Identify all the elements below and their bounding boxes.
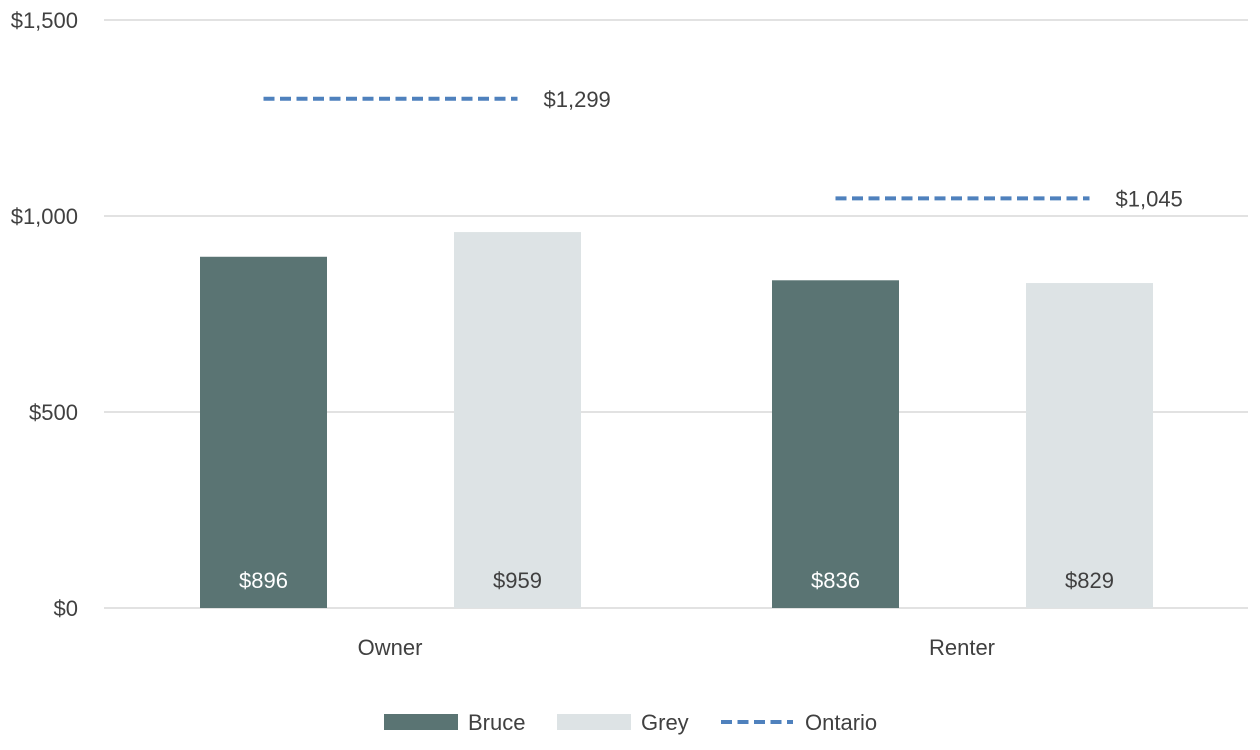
- bar-value-label: $829: [1065, 568, 1114, 593]
- legend-label: Ontario: [805, 710, 877, 735]
- bar-value-label: $959: [493, 568, 542, 593]
- y-tick-label: $1,000: [11, 204, 78, 229]
- ontario-value-label: $1,299: [544, 87, 611, 112]
- ontario-value-label: $1,045: [1116, 186, 1183, 211]
- y-tick-label: $0: [54, 596, 78, 621]
- y-tick-label: $500: [29, 400, 78, 425]
- bar-bruce: [200, 256, 327, 608]
- legend-swatch-grey: [557, 714, 631, 730]
- bar-grey: [454, 232, 581, 608]
- x-category-label: Renter: [929, 635, 995, 660]
- y-tick-label: $1,500: [11, 8, 78, 33]
- legend-label: Grey: [641, 710, 689, 735]
- bar-value-label: $836: [811, 568, 860, 593]
- bar-grey: [1026, 283, 1153, 608]
- bar-bruce: [772, 280, 899, 608]
- bar-value-label: $896: [239, 568, 288, 593]
- legend-label: Bruce: [468, 710, 525, 735]
- legend-swatch-bruce: [384, 714, 458, 730]
- x-category-label: Owner: [358, 635, 423, 660]
